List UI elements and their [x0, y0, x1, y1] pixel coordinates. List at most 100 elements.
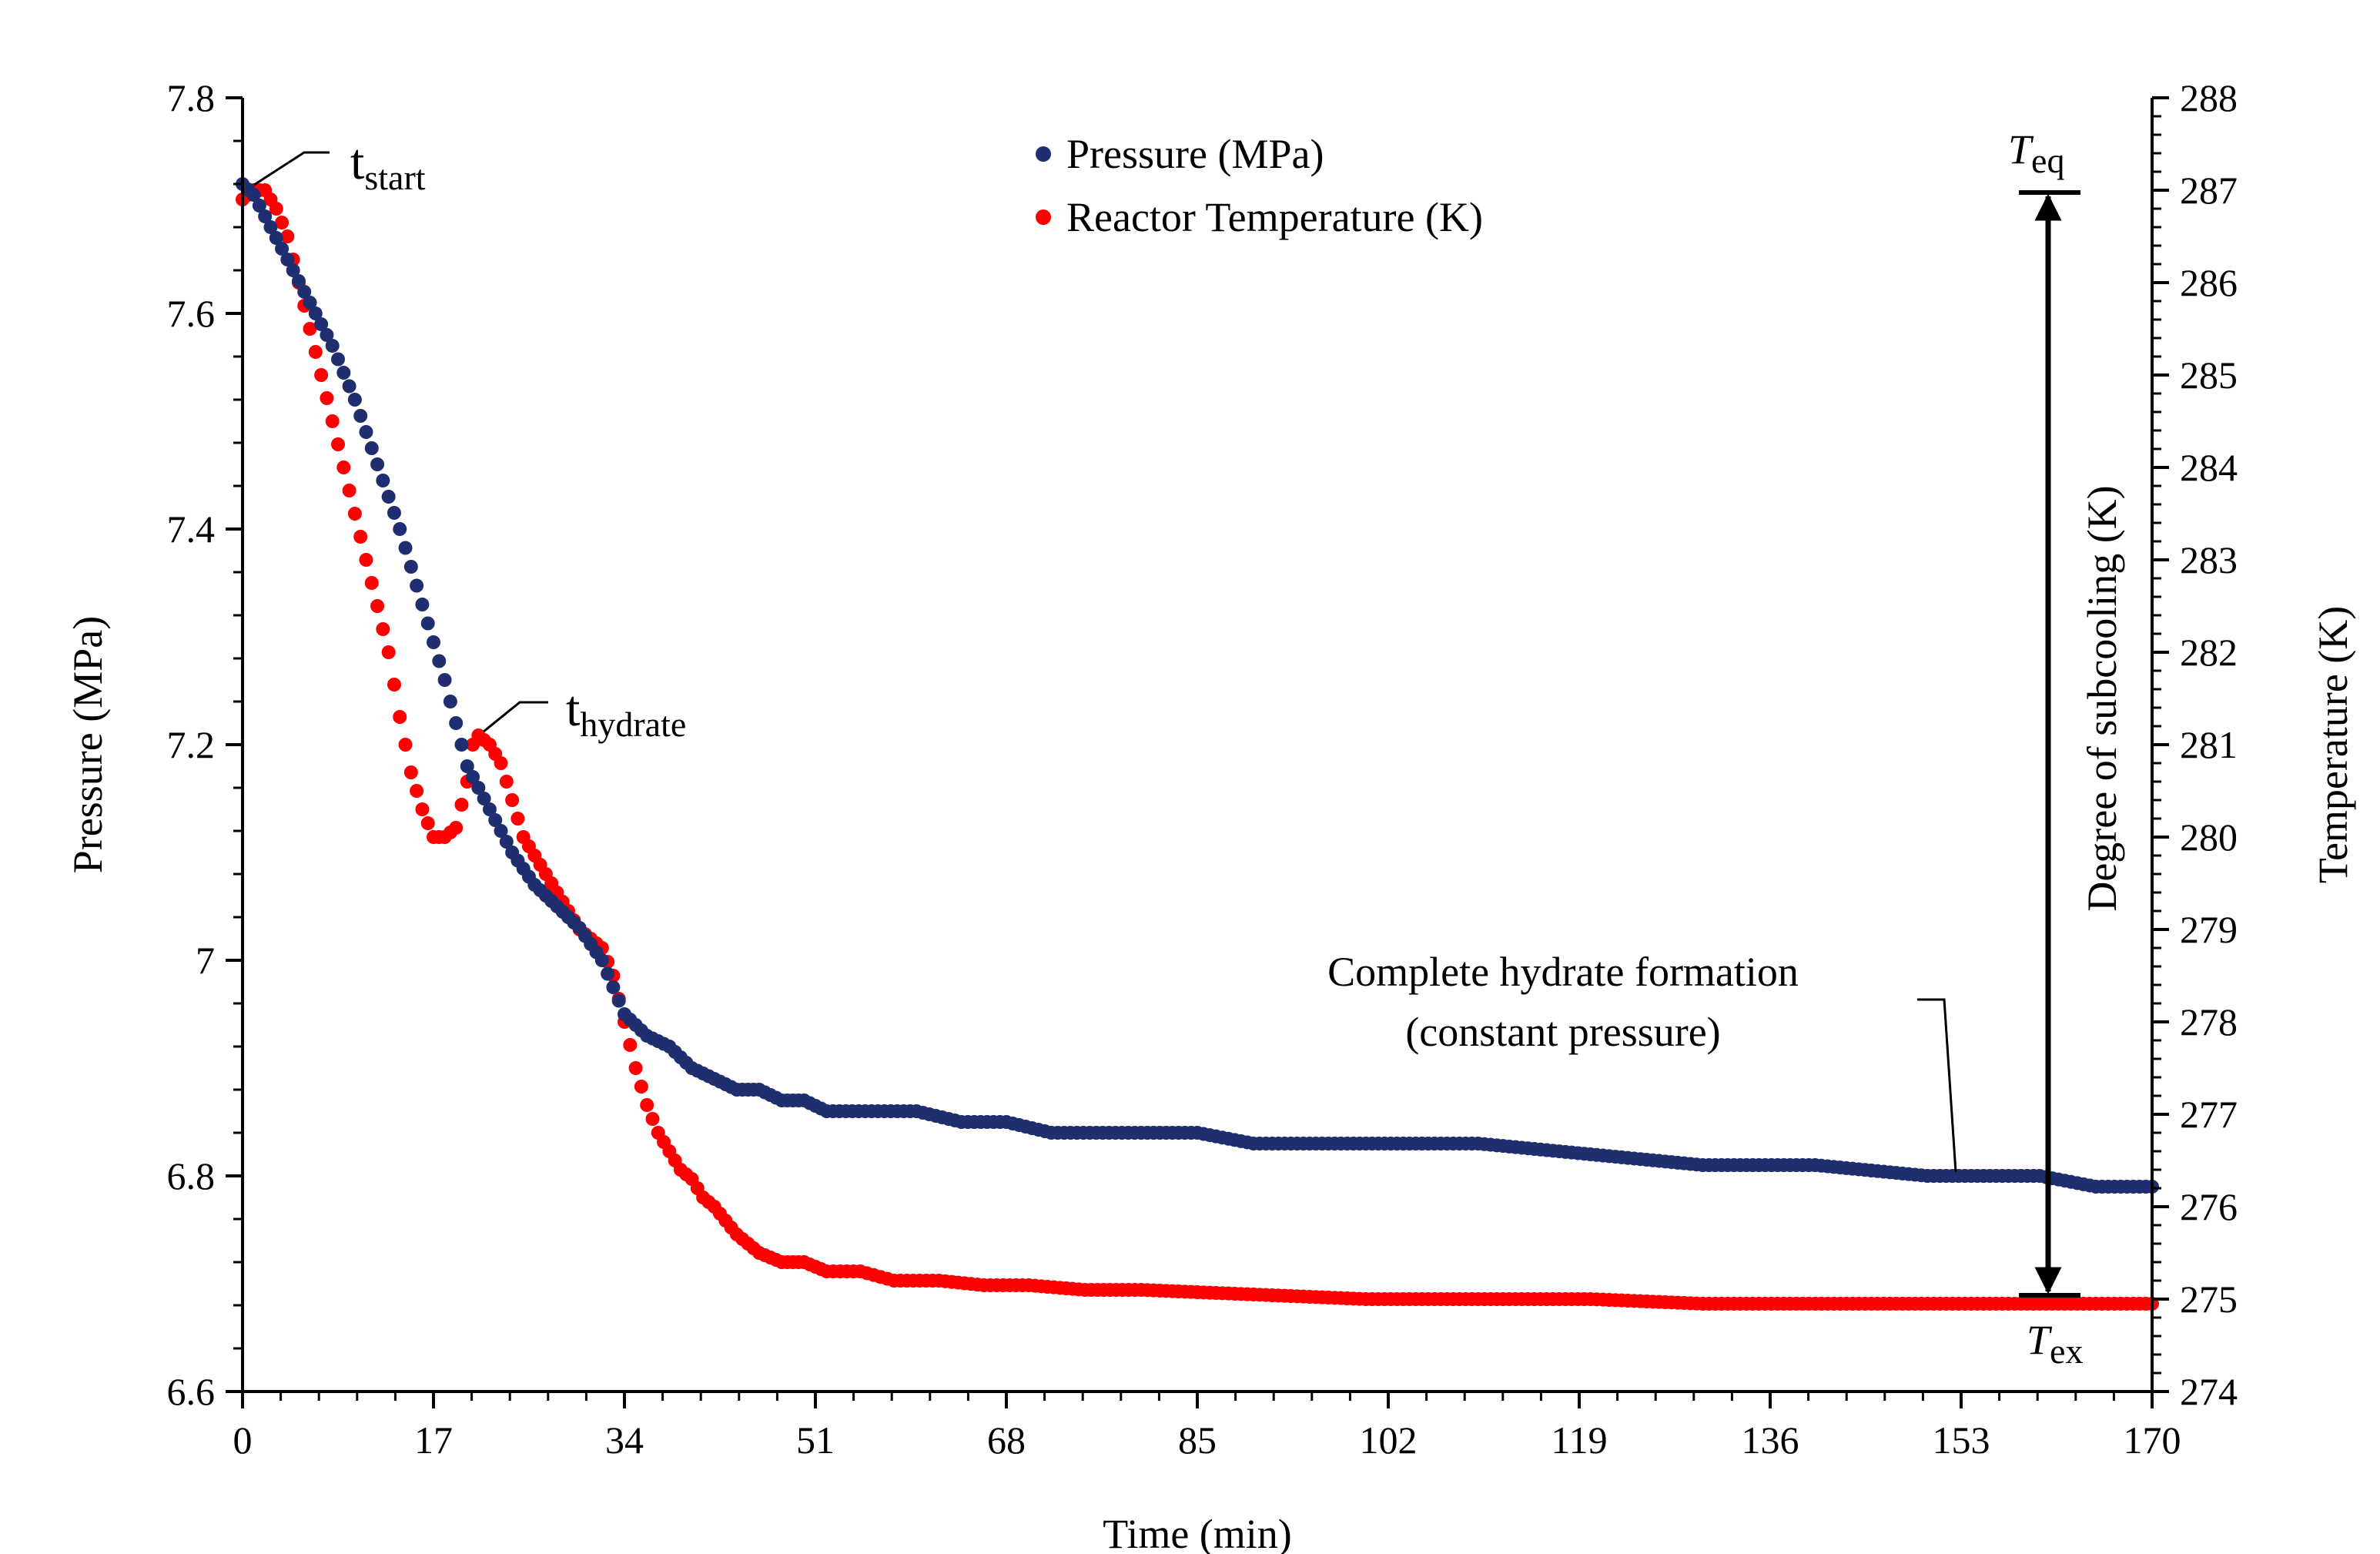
- x-tick-label: 0: [233, 1418, 253, 1462]
- temperature-point: [510, 812, 525, 826]
- temperature-point: [275, 216, 290, 229]
- temperature-point: [403, 765, 418, 779]
- pressure-point: [494, 824, 508, 838]
- pressure-point: [398, 541, 413, 555]
- pressure-point: [403, 560, 418, 574]
- temperature-point: [505, 793, 520, 807]
- t-ex-label: Tex: [2027, 1317, 2083, 1371]
- x-tick-label: 85: [1178, 1418, 1217, 1462]
- pressure-point: [437, 673, 452, 687]
- pressure-point: [606, 980, 621, 994]
- y-right-tick-label: 275: [2180, 1278, 2238, 1321]
- legend-marker-temperature: [1036, 209, 1051, 225]
- pressure-point: [601, 966, 615, 981]
- pressure-point: [410, 578, 424, 593]
- y-right-tick-label: 276: [2180, 1185, 2238, 1228]
- y-left-tick-label: 6.6: [167, 1370, 216, 1413]
- pressure-series: [236, 177, 2159, 1194]
- pressure-point: [353, 409, 368, 423]
- complete-formation-line2: (constant pressure): [1405, 1009, 1720, 1055]
- y-right-tick-label: 280: [2180, 816, 2238, 859]
- y-right-tick-label: 281: [2180, 723, 2238, 766]
- y-right-tick-label: 283: [2180, 538, 2238, 581]
- annotation-t-hydrate: thydrate: [483, 681, 686, 744]
- temperature-point: [381, 645, 396, 659]
- temperature-point: [376, 622, 390, 636]
- temperature-point: [494, 756, 508, 770]
- pressure-point: [275, 242, 290, 256]
- temperature-point: [410, 784, 424, 798]
- temperature-point: [325, 414, 340, 428]
- temperature-point: [628, 1061, 643, 1075]
- temperature-point: [623, 1038, 638, 1052]
- pressure-point: [331, 352, 345, 367]
- temperature-point: [415, 802, 430, 816]
- t-start-leader: [253, 151, 330, 186]
- x-tick-label: 68: [987, 1418, 1026, 1462]
- y-right-tick-label: 277: [2180, 1093, 2238, 1136]
- temperature-point: [454, 798, 469, 812]
- pressure-point: [263, 220, 278, 234]
- x-tick-label: 170: [2124, 1418, 2181, 1462]
- pressure-point: [482, 802, 497, 816]
- y-left-tick-label: 7.6: [167, 292, 216, 335]
- complete-formation-line1: Complete hydrate formation: [1327, 949, 1799, 995]
- legend-label-pressure: Pressure (MPa): [1066, 131, 1324, 177]
- y-right-tick-label: 287: [2180, 169, 2238, 212]
- temperature-point: [353, 530, 368, 544]
- temperature-point: [634, 1080, 648, 1093]
- pressure-point: [320, 328, 334, 342]
- subcooling-indicator: Teq Tex Degree of subcooling (K): [2008, 126, 2125, 1371]
- pressure-point: [303, 296, 317, 310]
- pressure-point: [280, 253, 295, 266]
- pressure-point: [427, 635, 440, 649]
- y-right-tick-label: 284: [2180, 446, 2238, 489]
- pressure-point: [269, 231, 283, 245]
- temperature-point: [308, 345, 323, 359]
- x-tick-label: 102: [1360, 1418, 1418, 1462]
- x-tick-label: 153: [1933, 1418, 1990, 1462]
- temperature-point: [387, 678, 401, 692]
- y-left-tick-label: 7.8: [167, 76, 216, 119]
- pressure-point: [449, 716, 464, 730]
- x-tick-label: 136: [1742, 1418, 1799, 1462]
- temperature-point: [370, 599, 385, 613]
- pressure-point: [291, 274, 306, 288]
- pressure-point: [499, 835, 514, 849]
- pressure-point: [314, 317, 329, 331]
- temperature-point: [420, 816, 435, 830]
- pressure-point: [393, 522, 407, 536]
- pressure-point: [342, 379, 356, 394]
- left-y-axis-title: Pressure (MPa): [65, 616, 111, 873]
- y-right-tick-label: 285: [2180, 353, 2238, 397]
- x-tick-label: 51: [796, 1418, 835, 1462]
- temperature-point: [269, 202, 283, 216]
- t-hydrate-label: thydrate: [566, 681, 686, 744]
- temperature-point: [499, 775, 514, 789]
- pressure-point: [347, 393, 362, 407]
- temperature-point: [280, 229, 295, 243]
- t-start-label: tstart: [350, 134, 426, 197]
- temperature-point: [336, 461, 351, 474]
- pressure-point: [415, 598, 430, 611]
- y-left-tick-label: 7.2: [167, 723, 216, 766]
- y-left-tick-label: 7: [196, 939, 215, 982]
- temperature-point: [342, 484, 356, 497]
- y-left-tick-label: 6.8: [167, 1154, 216, 1197]
- axis-ticks: [226, 96, 2169, 1408]
- y-right-tick-label: 278: [2180, 1000, 2238, 1043]
- temperature-point: [645, 1112, 660, 1126]
- y-right-tick-label: 274: [2180, 1370, 2238, 1413]
- pressure-point: [308, 306, 323, 320]
- x-tick-label: 119: [1551, 1418, 1607, 1462]
- pressure-point: [376, 474, 390, 487]
- pressure-point: [420, 616, 435, 631]
- temperature-point: [331, 437, 345, 451]
- temperature-point: [303, 322, 317, 336]
- temperature-point: [449, 821, 464, 835]
- pressure-point: [359, 425, 373, 439]
- pressure-point: [477, 792, 491, 805]
- pressure-point: [471, 781, 486, 795]
- pressure-point: [336, 366, 351, 380]
